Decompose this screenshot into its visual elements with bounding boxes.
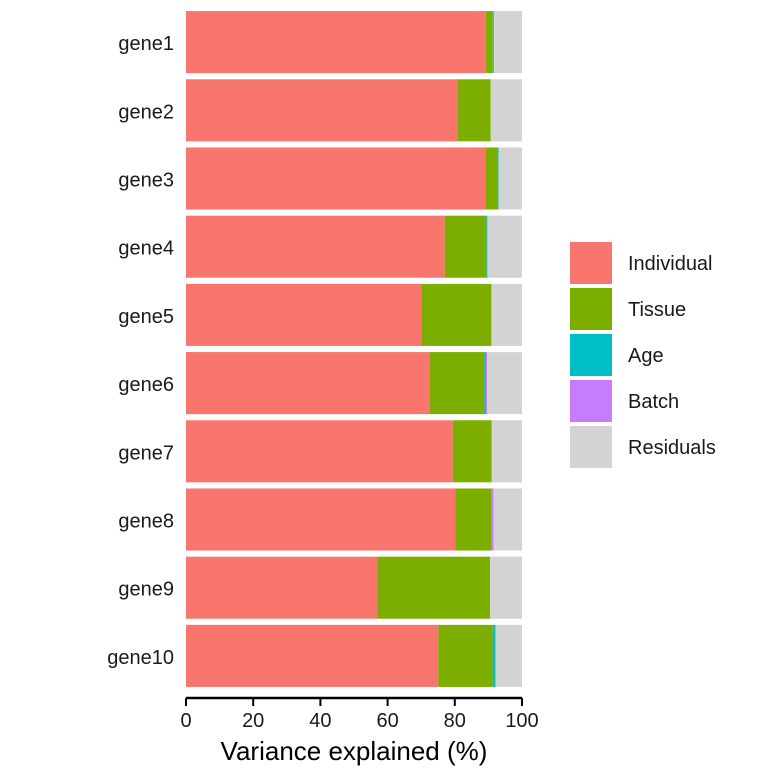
bar-segment-gene3-age bbox=[497, 147, 499, 210]
bar-segment-gene8-batch bbox=[491, 488, 494, 551]
bar-segment-gene10-residuals bbox=[495, 624, 522, 687]
bar-segment-gene9-residuals bbox=[490, 556, 522, 619]
bar-segment-gene4-residuals bbox=[487, 215, 522, 278]
bars-layer bbox=[186, 11, 522, 687]
bar-segment-gene6-batch bbox=[486, 352, 488, 415]
legend-key-batch bbox=[570, 380, 612, 422]
x-tick-label-80: 80 bbox=[444, 710, 466, 732]
legend-label-individual: Individual bbox=[628, 253, 713, 275]
legend-label-batch: Batch bbox=[628, 391, 679, 413]
bar-segment-gene1-batch bbox=[493, 11, 495, 74]
bar-segment-gene4-individual bbox=[186, 215, 445, 278]
bar-segment-gene1-residuals bbox=[494, 11, 522, 74]
legend-key-individual bbox=[570, 242, 612, 284]
x-tick-label-60: 60 bbox=[376, 710, 398, 732]
bar-segment-gene6-individual bbox=[186, 352, 430, 415]
bar-segment-gene9-tissue bbox=[377, 556, 491, 619]
bar-segment-gene1-age bbox=[492, 11, 494, 74]
x-tick-label-0: 0 bbox=[180, 710, 191, 732]
x-tick-label-20: 20 bbox=[242, 710, 264, 732]
bar-segment-gene8-individual bbox=[186, 488, 456, 551]
legend: Individual Tissue Age Batch Residuals bbox=[570, 242, 716, 468]
bar-segment-gene3-individual bbox=[186, 147, 486, 210]
bar-segment-gene8-residuals bbox=[493, 488, 522, 551]
bar-segment-gene9-individual bbox=[186, 556, 378, 619]
x-axis: 0 20 40 60 80 100 bbox=[180, 696, 539, 732]
bar-segment-gene2-individual bbox=[186, 79, 458, 142]
legend-label-tissue: Tissue bbox=[628, 299, 686, 321]
bar-segment-gene4-age bbox=[486, 215, 488, 278]
bar-segment-gene5-tissue bbox=[421, 283, 492, 346]
legend-key-age bbox=[570, 334, 612, 376]
bar-segment-gene8-tissue bbox=[455, 488, 492, 551]
bar-segment-gene10-age bbox=[492, 624, 496, 687]
bar-segment-gene6-residuals bbox=[487, 352, 522, 415]
bar-segment-gene6-age bbox=[484, 352, 487, 415]
legend-label-age: Age bbox=[628, 345, 664, 367]
bar-segment-gene6-tissue bbox=[429, 352, 485, 415]
y-tick-label-gene8: gene8 bbox=[118, 511, 174, 533]
bar-segment-gene1-individual bbox=[186, 11, 486, 74]
bar-segment-gene5-residuals bbox=[491, 283, 522, 346]
y-tick-label-gene10: gene10 bbox=[107, 647, 174, 669]
bar-segment-gene3-residuals bbox=[498, 147, 522, 210]
bar-segment-gene5-individual bbox=[186, 283, 422, 346]
bar-segment-gene10-individual bbox=[186, 624, 439, 687]
y-tick-label-gene9: gene9 bbox=[118, 579, 174, 601]
bar-segment-gene2-tissue bbox=[457, 79, 491, 142]
legend-key-residuals bbox=[570, 426, 612, 468]
bar-segment-gene10-tissue bbox=[438, 624, 493, 687]
bar-segment-gene4-tissue bbox=[444, 215, 487, 278]
bar-segment-gene1-tissue bbox=[485, 11, 493, 74]
y-tick-label-gene5: gene5 bbox=[118, 306, 174, 328]
bar-segment-gene7-individual bbox=[186, 420, 453, 483]
x-tick-label-100: 100 bbox=[505, 710, 538, 732]
y-tick-label-gene2: gene2 bbox=[118, 101, 174, 123]
y-tick-label-gene1: gene1 bbox=[118, 33, 174, 55]
y-axis-labels: gene1 gene2 gene3 gene4 gene5 gene6 gene7 gene8… bbox=[107, 33, 174, 669]
x-tick-label-40: 40 bbox=[309, 710, 331, 732]
legend-label-residuals: Residuals bbox=[628, 437, 716, 459]
bar-segment-gene3-tissue bbox=[485, 147, 498, 210]
bar-segment-gene2-residuals bbox=[490, 79, 522, 142]
y-tick-label-gene7: gene7 bbox=[118, 442, 174, 464]
y-tick-label-gene4: gene4 bbox=[118, 238, 174, 260]
y-tick-label-gene6: gene6 bbox=[118, 374, 174, 396]
legend-key-tissue bbox=[570, 288, 612, 330]
bar-segment-gene7-tissue bbox=[452, 420, 492, 483]
bar-segment-gene7-residuals bbox=[491, 420, 522, 483]
x-axis-title: Variance explained (%) bbox=[221, 736, 488, 766]
y-tick-label-gene3: gene3 bbox=[118, 170, 174, 192]
